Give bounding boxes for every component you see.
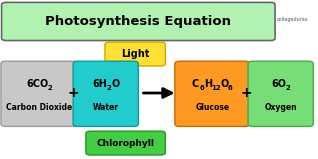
FancyBboxPatch shape: [105, 42, 165, 66]
Text: 2: 2: [107, 85, 112, 90]
Text: +: +: [68, 86, 80, 100]
FancyBboxPatch shape: [248, 61, 313, 126]
Text: Photosynthesis Equation: Photosynthesis Equation: [45, 15, 231, 28]
Text: 6O: 6O: [271, 79, 286, 89]
Text: 6CO: 6CO: [26, 79, 48, 89]
Text: Water: Water: [93, 103, 119, 112]
Text: Oxygen: Oxygen: [264, 103, 297, 112]
Text: Carbon Dioxide: Carbon Dioxide: [6, 103, 72, 112]
Text: 2: 2: [47, 85, 52, 90]
FancyBboxPatch shape: [86, 131, 165, 155]
Text: 6: 6: [228, 85, 232, 90]
Text: O: O: [112, 79, 120, 89]
Text: Light: Light: [121, 49, 149, 59]
Text: Chlorophyll: Chlorophyll: [97, 139, 155, 148]
Text: C: C: [192, 79, 199, 89]
Text: +: +: [240, 86, 252, 100]
Text: 6: 6: [199, 85, 204, 90]
Text: O: O: [221, 79, 229, 89]
FancyBboxPatch shape: [2, 2, 275, 41]
Text: 12: 12: [211, 85, 221, 90]
FancyBboxPatch shape: [175, 61, 250, 126]
Text: Glucose: Glucose: [195, 103, 229, 112]
Text: collegedunia: collegedunia: [277, 17, 308, 22]
FancyBboxPatch shape: [1, 61, 77, 126]
FancyBboxPatch shape: [73, 61, 138, 126]
Text: 2: 2: [286, 85, 290, 90]
Text: 6H: 6H: [93, 79, 107, 89]
Text: H: H: [204, 79, 212, 89]
